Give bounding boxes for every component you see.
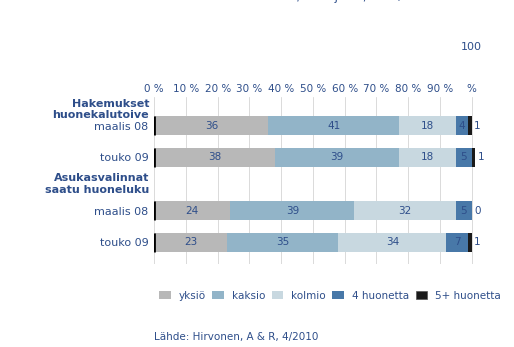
Bar: [399, 116, 456, 135]
Bar: [468, 233, 472, 252]
Bar: [456, 148, 472, 167]
Text: 1: 1: [478, 152, 484, 162]
Bar: [154, 233, 227, 252]
Bar: [399, 148, 456, 167]
Bar: [230, 201, 354, 220]
Text: 5: 5: [461, 152, 467, 162]
Bar: [154, 116, 268, 135]
Text: Lähde: Hirvonen, A & R, 4/2010: Lähde: Hirvonen, A & R, 4/2010: [154, 332, 319, 342]
Text: 34: 34: [386, 237, 399, 247]
Text: 7: 7: [454, 237, 461, 247]
Text: 0: 0: [474, 205, 481, 215]
Legend: yksiö, kaksio, kolmio, 4 huonetta, 5+ huonetta: yksiö, kaksio, kolmio, 4 huonetta, 5+ hu…: [159, 290, 501, 301]
Bar: [154, 148, 275, 167]
Text: Asukasvalinnat
saatu huoneluku: Asukasvalinnat saatu huoneluku: [45, 173, 149, 195]
Text: 1: 1: [474, 120, 481, 130]
Text: 38: 38: [208, 152, 221, 162]
Text: Hakemukset
huonekalutoive: Hakemukset huonekalutoive: [52, 99, 149, 120]
Text: 5: 5: [461, 205, 467, 215]
Bar: [456, 116, 468, 135]
Text: 18: 18: [420, 152, 434, 162]
Bar: [338, 233, 446, 252]
Text: 32: 32: [398, 205, 412, 215]
Text: 35: 35: [276, 237, 289, 247]
Bar: [354, 201, 456, 220]
Text: 4: 4: [459, 120, 466, 130]
Text: 39: 39: [286, 205, 299, 215]
Text: 39: 39: [330, 152, 343, 162]
Bar: [446, 233, 468, 252]
Bar: [456, 201, 472, 220]
Text: 18: 18: [420, 120, 434, 130]
Text: 100: 100: [461, 42, 482, 52]
Bar: [268, 116, 399, 135]
Bar: [468, 116, 472, 135]
Text: 36: 36: [205, 120, 218, 130]
Bar: [472, 148, 475, 167]
Bar: [227, 233, 338, 252]
Text: 41: 41: [327, 120, 340, 130]
Text: 24: 24: [186, 205, 199, 215]
Text: 1: 1: [474, 237, 481, 247]
Text: Hakemusten huonelukutoive ja valittujen asukkaiden saama
huoneluku 03/2008 ja 05: Hakemusten huonelukutoive ja valittujen …: [137, 0, 495, 3]
Bar: [154, 201, 230, 220]
Text: 23: 23: [184, 237, 197, 247]
Bar: [275, 148, 399, 167]
